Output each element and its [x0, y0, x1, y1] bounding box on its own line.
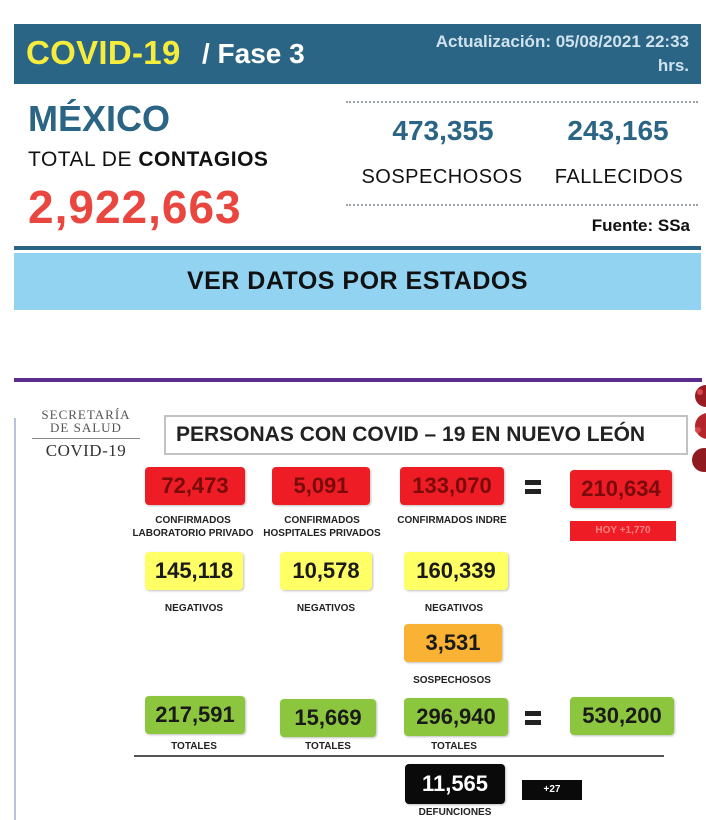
confirmed-today-badge: HOY +1,770: [570, 521, 676, 541]
deaths-nl-label: DEFUNCIONES: [418, 807, 492, 818]
infographic-top-border: [14, 378, 702, 382]
deaths-today-badge: +27: [522, 780, 582, 800]
total-private-lab-label: TOTALES: [171, 741, 217, 752]
logo-divider: [32, 438, 140, 439]
negative-indre-value: 160,339: [404, 552, 508, 590]
infographic-left-border: [14, 418, 16, 820]
divider-bottom: [346, 204, 698, 206]
total-private-hosp-value: 15,669: [280, 699, 376, 737]
negative-private-hosp-label: NEGATIVOS: [296, 603, 356, 614]
total-cases-value: 2,922,663: [28, 181, 242, 233]
confirmed-private-hosp-value: 5,091: [272, 467, 370, 505]
data-source: Fuente: SSa: [591, 216, 690, 235]
total-indre-label: TOTALES: [431, 741, 477, 752]
header-bar: COVID-19 / Fase 3 Actualización: 05/08/2…: [14, 24, 701, 84]
last-updated-line2: hrs.: [657, 56, 689, 75]
deaths-label: FALLECIDOS: [554, 166, 684, 188]
totals-divider: [134, 755, 664, 757]
confirmed-total-value: 210,634: [570, 470, 672, 508]
country-name: MÉXICO: [28, 98, 171, 139]
equals-total-icon: [525, 711, 541, 725]
last-updated: Actualización: 05/08/2021 22:33 hrs.: [369, 30, 689, 78]
confirmed-private-lab-value: 72,473: [145, 467, 245, 505]
logo-line3: COVID-19: [45, 441, 127, 460]
total-cases-label-prefix: TOTAL DE: [28, 148, 139, 171]
suspected-nl-label: SOSPECHOSOS: [413, 675, 491, 686]
confirmed-indre-label: CONFIRMADOS INDRE: [397, 515, 507, 526]
negative-indre-label: NEGATIVOS: [424, 603, 484, 614]
suspected-label: SOSPECHOSOS: [361, 166, 523, 188]
negative-private-lab-label: NEGATIVOS: [164, 603, 224, 614]
suspected-nl-value: 3,531: [404, 624, 502, 662]
total-private-lab-value: 217,591: [145, 696, 245, 734]
total-indre-value: 296,940: [404, 698, 508, 736]
confirmed-private-lab-label: CONFIRMADOS LABORATORIO PRIVADO: [132, 515, 254, 539]
app-title: COVID-19: [26, 34, 181, 71]
virus-icon: [692, 385, 706, 472]
infographic-title: PERSONAS CON COVID – 19 EN NUEVO LEÓN: [164, 415, 688, 455]
section-rule: [14, 246, 701, 250]
last-updated-line1: Actualización: 05/08/2021 22:33: [435, 32, 689, 51]
logo-line2: DE SALUD: [50, 420, 122, 435]
phase-label: / Fase 3: [202, 38, 305, 69]
health-ministry-logo: SECRETARÍA DE SALUD COVID-19: [28, 408, 144, 461]
grand-total-value: 530,200: [570, 697, 674, 735]
confirmed-private-hosp-label: CONFIRMADOS HOSPITALES PRIVADOS: [263, 515, 381, 539]
deaths-value: 243,165: [567, 115, 669, 146]
total-cases-label-bold: CONTAGIOS: [138, 148, 269, 171]
logo-line1: SECRETARÍA: [41, 407, 131, 422]
view-states-button[interactable]: VER DATOS POR ESTADOS: [14, 253, 701, 310]
deaths-nl-value: 11,565: [405, 764, 505, 804]
negative-private-lab-value: 145,118: [145, 552, 243, 590]
total-cases-label: TOTAL DE CONTAGIOS: [28, 148, 268, 172]
divider-top: [346, 101, 698, 103]
equals-icon: [525, 480, 541, 494]
negative-private-hosp-value: 10,578: [280, 552, 372, 590]
suspected-value: 473,355: [392, 115, 494, 146]
confirmed-indre-value: 133,070: [400, 467, 504, 505]
total-private-hosp-label: TOTALES: [305, 741, 351, 752]
nuevo-leon-infographic: SECRETARÍA DE SALUD COVID-19 PERSONAS CO…: [14, 378, 706, 820]
